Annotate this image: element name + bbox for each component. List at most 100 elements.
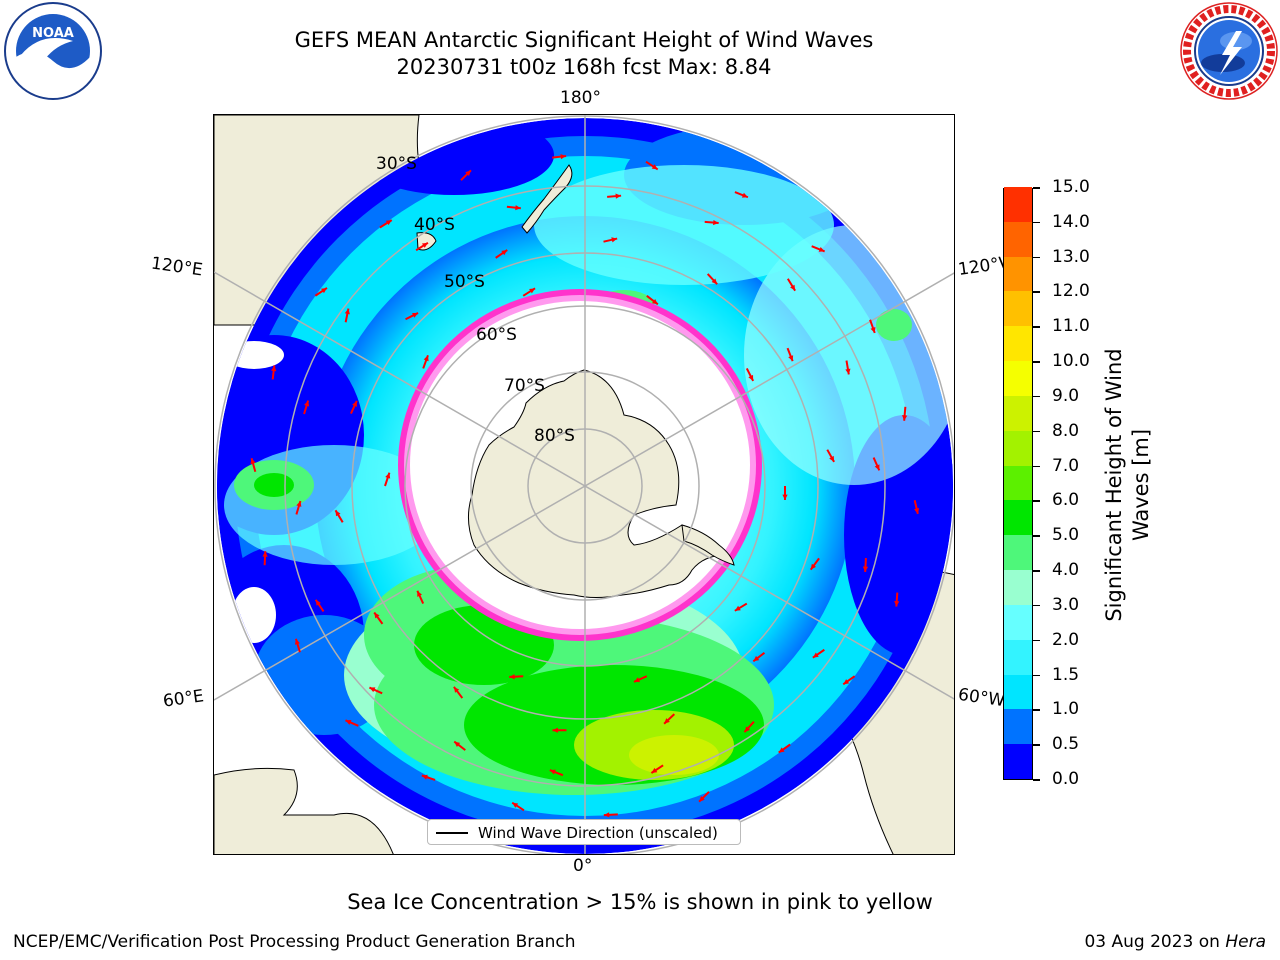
wave-direction-arrowhead xyxy=(250,458,256,465)
colorbar-tick-label: 14.0 xyxy=(1052,211,1090,232)
wave-direction-arrowhead xyxy=(529,288,536,294)
colorbar-segment xyxy=(1004,604,1032,640)
polar-map-canvas: 30°S 40°S 50°S 60°S 70°S 80°S xyxy=(214,115,954,854)
wave-direction-arrowhead xyxy=(818,246,825,252)
footer-date-text: 03 Aug 2023 on xyxy=(1084,932,1226,952)
wave-direction-arrowhead xyxy=(734,605,741,611)
colorbar-tick-label: 0.0 xyxy=(1052,769,1080,789)
colorbar-tick xyxy=(1033,674,1040,677)
land-antarctica xyxy=(468,369,727,598)
wave-direction-arrowhead xyxy=(914,508,920,514)
colorbar-tick-label: 6.0 xyxy=(1052,490,1080,511)
wave-direction-arrowhead xyxy=(741,192,748,198)
wave-direction-arrowhead xyxy=(549,769,556,775)
wave-direction-arrowhead xyxy=(874,464,880,471)
land-antarctic-peninsula xyxy=(681,524,735,566)
legend-line-sample xyxy=(436,832,468,834)
noaa-logo: NOAA xyxy=(4,2,102,100)
colorbar-segment xyxy=(1004,708,1032,745)
wave-direction-arrowhead xyxy=(421,774,428,780)
colorbar-tick xyxy=(1033,465,1040,468)
colorbar-tick-label: 2.0 xyxy=(1052,629,1080,650)
colorbar-tick-label: 15.0 xyxy=(1052,177,1090,197)
wave-direction-arrowhead xyxy=(315,599,321,606)
wave-direction-arrowhead xyxy=(603,812,610,818)
wave-direction-arrowhead xyxy=(788,355,794,362)
wave-direction-arrowhead xyxy=(782,494,788,500)
wave-direction-arrowhead xyxy=(633,677,640,683)
colorbar-tick-label: 13.0 xyxy=(1052,246,1090,267)
colorbar-tick xyxy=(1033,221,1040,224)
colorbar-tick xyxy=(1033,604,1040,607)
colorbar-tick-label: 12.0 xyxy=(1052,281,1090,302)
colorbar-segment xyxy=(1004,221,1032,257)
wave-direction-arrowhead xyxy=(465,170,471,176)
wave-direction-arrowhead xyxy=(699,796,705,802)
wave-direction-arrowhead xyxy=(294,638,300,645)
wave-direction-arrowhead xyxy=(651,164,658,170)
wave-direction-arrowhead xyxy=(296,500,302,507)
lat-label-70s: 70°S xyxy=(504,376,545,396)
colorbar-tick xyxy=(1033,187,1040,189)
wave-direction-arrowhead xyxy=(778,747,785,753)
wave-direction-arrowhead xyxy=(453,686,460,693)
colorbar-title: Significant Height of Wind Waves [m] xyxy=(1101,348,1155,621)
wind-wave-arrows xyxy=(250,154,920,818)
wave-direction-arrowhead xyxy=(321,287,327,294)
wave-direction-arrowhead xyxy=(304,400,310,407)
map-title: GEFS MEAN Antarctic Significant Height o… xyxy=(294,28,874,52)
colorbar-segment xyxy=(1004,569,1032,605)
footer-host: Hera xyxy=(1225,932,1266,952)
noaa-logo-text: NOAA xyxy=(32,26,74,41)
colorbar-segment xyxy=(1004,430,1032,466)
wave-direction-arrowhead xyxy=(713,219,719,226)
wave-direction-arrowhead xyxy=(845,368,851,375)
lat-label-30s: 30°S xyxy=(376,154,417,174)
colorbar-tick-label: 7.0 xyxy=(1052,455,1080,476)
wave-direction-arrowhead xyxy=(374,612,380,619)
colorbar-segment xyxy=(1004,639,1032,675)
wave-direction-arrowhead xyxy=(345,720,352,725)
colorbar-tick-label: 0.5 xyxy=(1052,734,1080,755)
map-legend: Wind Wave Direction (unscaled) xyxy=(427,819,741,845)
footer-date: 03 Aug 2023 on Hera xyxy=(1084,932,1266,952)
wave-direction-arrowhead xyxy=(748,374,754,381)
colorbar-tick xyxy=(1033,256,1040,259)
wave-direction-arrowhead xyxy=(512,802,519,808)
colorbar-tick xyxy=(1033,430,1040,433)
wave-direction-arrowhead xyxy=(753,655,760,662)
wave-direction-arrowhead xyxy=(552,727,558,733)
wave-direction-arrowhead xyxy=(262,551,268,557)
nws-logo xyxy=(1180,2,1278,100)
lon-label-180: 180° xyxy=(560,88,601,108)
wave-direction-arrowhead xyxy=(385,472,391,479)
colorbar-segment xyxy=(1004,465,1032,501)
wave-direction-arrowhead xyxy=(652,298,658,305)
wave-direction-arrowhead xyxy=(515,205,521,211)
wave-direction-arrowhead xyxy=(862,566,869,572)
lat-label-50s: 50°S xyxy=(444,272,485,292)
wave-direction-arrowhead xyxy=(369,687,376,693)
wave-direction-arrowhead xyxy=(843,679,850,685)
lon-label-0: 0° xyxy=(573,856,593,876)
lat-label-80s: 80°S xyxy=(534,426,575,446)
wave-direction-arrowhead xyxy=(894,600,900,607)
colorbar-tick-label: 4.0 xyxy=(1052,560,1080,581)
colorbar xyxy=(1003,186,1033,780)
land-new-zealand xyxy=(521,164,573,234)
wave-direction-arrowhead xyxy=(417,590,422,597)
colorbar-segment xyxy=(1004,290,1032,327)
colorbar-tick xyxy=(1033,291,1040,293)
wave-direction-arrowhead xyxy=(271,365,277,372)
wave-direction-arrowhead xyxy=(902,415,908,421)
lon-label-60w: 60°W xyxy=(956,684,1007,712)
colorbar-title-line2: Waves [m] xyxy=(1129,428,1153,542)
wave-direction-arrowhead xyxy=(829,455,835,462)
wave-direction-arrowhead xyxy=(651,767,658,773)
colorbar-tick xyxy=(1033,709,1040,711)
land-africa xyxy=(214,767,394,854)
colorbar-segment xyxy=(1004,325,1032,362)
lat-label-40s: 40°S xyxy=(414,215,455,235)
graticule xyxy=(214,115,954,854)
wave-direction-arrowhead xyxy=(385,220,392,226)
